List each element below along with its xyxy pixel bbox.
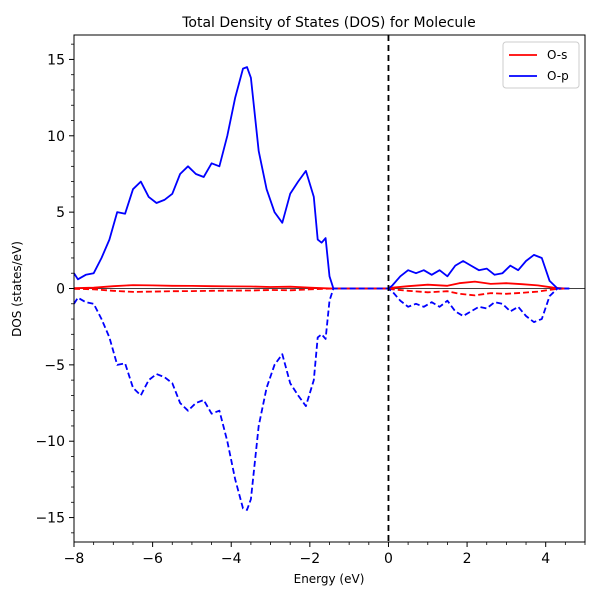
x-tick-label: −4: [221, 551, 242, 567]
y-tick-label: −15: [35, 511, 65, 527]
x-tick-label: −2: [300, 551, 321, 567]
x-tick-label: 0: [384, 551, 393, 567]
series-line-O-p-mirror: [74, 287, 570, 511]
y-axis-label: DOS (states/eV): [10, 241, 24, 337]
ticks: −8 −6 −4 −2 0 2 4 −15 −10 −5 0 5 10 15: [35, 43, 586, 567]
x-tick-label: −6: [142, 551, 163, 567]
x-axis-label: Energy (eV): [294, 572, 365, 586]
legend-label-O-s: O-s: [547, 48, 567, 62]
series-line-O-s-mirror: [74, 287, 566, 297]
y-tick-label: 10: [47, 129, 65, 145]
x-tick-label: 4: [541, 551, 550, 567]
series-line-O-s: [74, 280, 566, 290]
y-tick-label: −5: [44, 358, 65, 374]
legend-label-O-p: O-p: [547, 69, 569, 83]
x-tick-label: −8: [64, 551, 85, 567]
chart-title: Total Density of States (DOS) for Molecu…: [181, 15, 476, 31]
x-tick-label: 2: [463, 551, 472, 567]
y-tick-label: 5: [56, 205, 65, 221]
y-tick-label: 0: [56, 282, 65, 298]
series-line-O-p: [74, 66, 570, 290]
y-tick-label: 15: [47, 52, 65, 68]
y-tick-label: −10: [35, 434, 65, 450]
legend: O-s O-p: [502, 41, 580, 89]
plot-area: [74, 35, 585, 542]
